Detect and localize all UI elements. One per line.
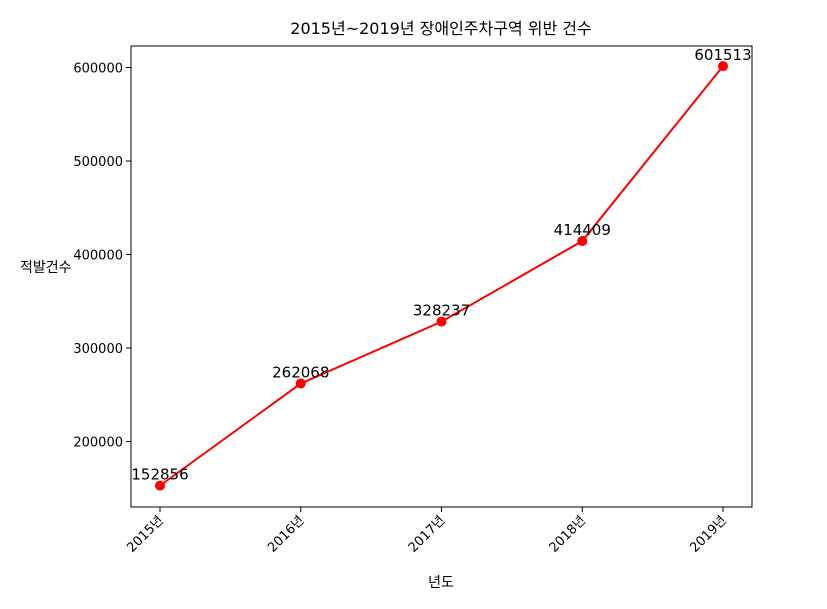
x-tick-label: 2017년 <box>406 513 448 555</box>
chart-title: 2015년~2019년 장애인주차구역 위반 건수 <box>290 19 591 38</box>
data-point <box>436 316 447 327</box>
data-point <box>577 236 588 247</box>
y-tick-label: 400000 <box>73 249 123 264</box>
series-line <box>159 65 724 487</box>
y-axis: 200000 300000 400000 500000 600000 <box>73 62 131 451</box>
data-point <box>295 378 306 389</box>
y-tick-label: 200000 <box>73 436 123 451</box>
data-label: 328237 <box>413 302 470 320</box>
data-labels: 152856 262068 328237 414409 601513 <box>131 46 751 484</box>
y-tick-label: 600000 <box>73 62 123 77</box>
x-axis: 2015년 2016년 2017년 2018년 2019년 <box>124 507 730 556</box>
data-label: 262068 <box>272 364 329 382</box>
y-axis-label: 적발건수 <box>20 260 72 276</box>
x-tick-label: 2016년 <box>265 513 307 555</box>
x-tick-label: 2019년 <box>687 513 729 555</box>
data-point <box>718 61 728 72</box>
data-point <box>155 480 165 491</box>
x-axis-label: 년도 <box>428 575 454 591</box>
y-tick-label: 300000 <box>73 342 123 357</box>
x-tick-label: 2018년 <box>547 513 589 555</box>
data-label: 414409 <box>554 221 611 239</box>
data-label: 601513 <box>694 46 751 64</box>
x-tick-label: 2015년 <box>124 513 166 555</box>
series-markers <box>155 61 728 491</box>
y-tick-label: 500000 <box>73 155 123 170</box>
data-label: 152856 <box>131 466 188 484</box>
